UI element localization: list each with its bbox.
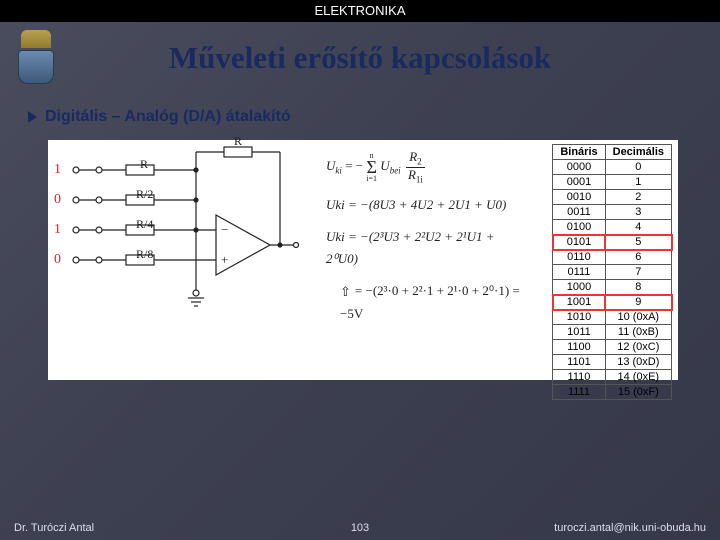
table-row: 01106 bbox=[553, 250, 672, 265]
res-label-0: R bbox=[140, 157, 148, 172]
bullet-icon bbox=[28, 111, 37, 123]
table-row: 10008 bbox=[553, 280, 672, 295]
bullet-text: Digitális – Analóg (D/A) átalakító bbox=[45, 108, 291, 126]
res-label-2: R/4 bbox=[136, 217, 153, 232]
table-row: 00011 bbox=[553, 175, 672, 190]
eq-2: Uki = −(8U3 + 4U2 + 2U1 + U0) bbox=[326, 194, 526, 216]
svg-text:−: − bbox=[221, 222, 228, 237]
input-bit-0: 1 bbox=[54, 162, 61, 178]
table-row: 01015 bbox=[553, 235, 672, 250]
eq-4: ⇨= −(2³·0 + 2²·1 + 2¹·0 + 2⁰·1) = −5V bbox=[326, 280, 526, 324]
footer-email: turoczi.antal@nik.uni-obuda.hu bbox=[554, 522, 706, 534]
slide-title: Műveleti erősítő kapcsolások bbox=[0, 40, 720, 76]
table-row: 110012 (0xC) bbox=[553, 340, 672, 355]
svg-text:+: + bbox=[221, 252, 228, 267]
table-row: 00000 bbox=[553, 160, 672, 175]
table-row: 01117 bbox=[553, 265, 672, 280]
table-row: 111014 (0xE) bbox=[553, 370, 672, 385]
binary-decimal-table: Bináris Decimális 0000000011001020011301… bbox=[552, 144, 672, 400]
slide: ELEKTRONIKA Műveleti erősítő kapcsolások… bbox=[0, 0, 720, 540]
header-bar: ELEKTRONIKA bbox=[0, 0, 720, 22]
content-panel: − + 1 0 1 0 R R/2 R/4 R/8 R bbox=[48, 140, 678, 380]
eq-3: Uki = −(2³U3 + 2²U2 + 2¹U1 + 2⁰U0) bbox=[326, 226, 526, 270]
res-label-1: R/2 bbox=[136, 187, 153, 202]
table-row: 10019 bbox=[553, 295, 672, 310]
footer: Dr. Turóczi Antal turoczi.antal@nik.uni-… bbox=[14, 522, 706, 534]
table-head-decimal: Decimális bbox=[605, 145, 671, 160]
footer-author: Dr. Turóczi Antal bbox=[14, 522, 94, 534]
input-bit-2: 1 bbox=[54, 222, 61, 238]
equations: Uki = − n Σ i=1 Ubei R2 R1i Uki = −(8U3 … bbox=[326, 150, 526, 335]
feedback-res-label: R bbox=[234, 134, 242, 149]
bullet-row: Digitális – Analóg (D/A) átalakító bbox=[28, 108, 291, 126]
input-bit-1: 0 bbox=[54, 192, 61, 208]
table-head-binary: Bináris bbox=[553, 145, 605, 160]
table-row: 101111 (0xB) bbox=[553, 325, 672, 340]
table-row: 110113 (0xD) bbox=[553, 355, 672, 370]
input-bit-3: 0 bbox=[54, 252, 61, 268]
res-label-3: R/8 bbox=[136, 247, 153, 262]
eq-1: Uki = − n Σ i=1 Ubei R2 R1i bbox=[326, 150, 526, 184]
table-row: 01004 bbox=[553, 220, 672, 235]
table-row: 111115 (0xF) bbox=[553, 385, 672, 400]
table-row: 00102 bbox=[553, 190, 672, 205]
circuit-diagram: − + bbox=[48, 140, 308, 340]
table-row: 00113 bbox=[553, 205, 672, 220]
table-row: 101010 (0xA) bbox=[553, 310, 672, 325]
